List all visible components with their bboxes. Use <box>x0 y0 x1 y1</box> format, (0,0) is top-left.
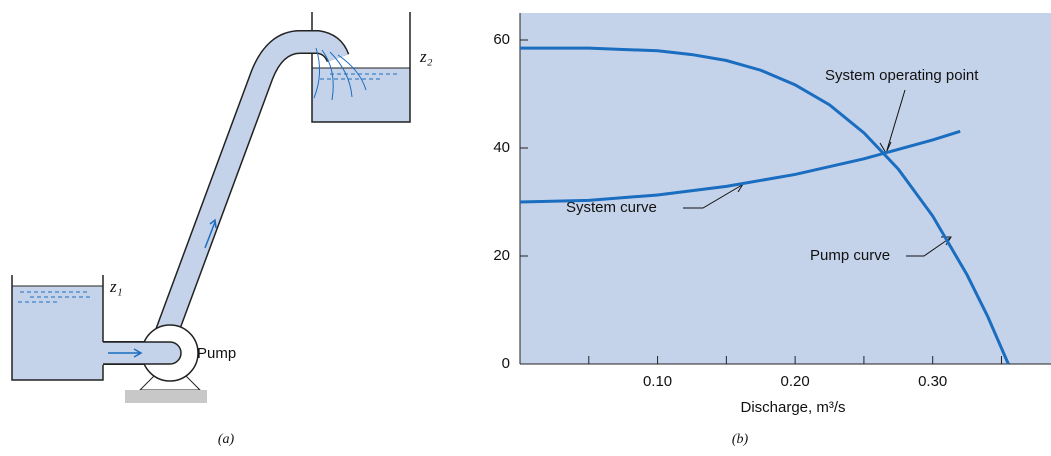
z2-label: z₂ <box>419 47 433 66</box>
outflow-jet <box>313 47 367 101</box>
chart: Discharge, m³/s (b) System operating poi… <box>493 13 1051 447</box>
z1-label: z₁ <box>109 277 123 296</box>
caption: (b) <box>732 432 749 447</box>
pump-label: Pump <box>197 345 236 362</box>
pump-diagram: z₂ z₁ Pump (a) <box>11 12 433 447</box>
series-label: System curve <box>566 199 657 216</box>
pipe-inside <box>101 31 348 364</box>
x-tick-label: 0.30 <box>918 373 947 390</box>
upper-water <box>312 68 410 122</box>
y-tick-label: 20 <box>493 247 510 264</box>
x-tick-label: 0.20 <box>781 373 810 390</box>
plot-background <box>520 13 1051 364</box>
x-tick-label: 0.10 <box>643 373 672 390</box>
upper-tank <box>311 12 411 123</box>
y-tick-label: 0 <box>502 355 510 372</box>
y-tick-label: 60 <box>493 31 510 48</box>
x-axis-label: Discharge, m³/s <box>740 399 845 416</box>
water-hatching <box>18 73 400 303</box>
caption: (a) <box>218 432 235 447</box>
y-tick-label: 40 <box>493 139 510 156</box>
series-label: Pump curve <box>810 247 890 264</box>
series-line <box>519 129 961 204</box>
flow-arrow <box>108 218 217 358</box>
annotation: System operating point <box>825 67 979 84</box>
pump-base <box>125 390 207 403</box>
series-line <box>520 46 1010 365</box>
lower-water <box>12 286 103 380</box>
